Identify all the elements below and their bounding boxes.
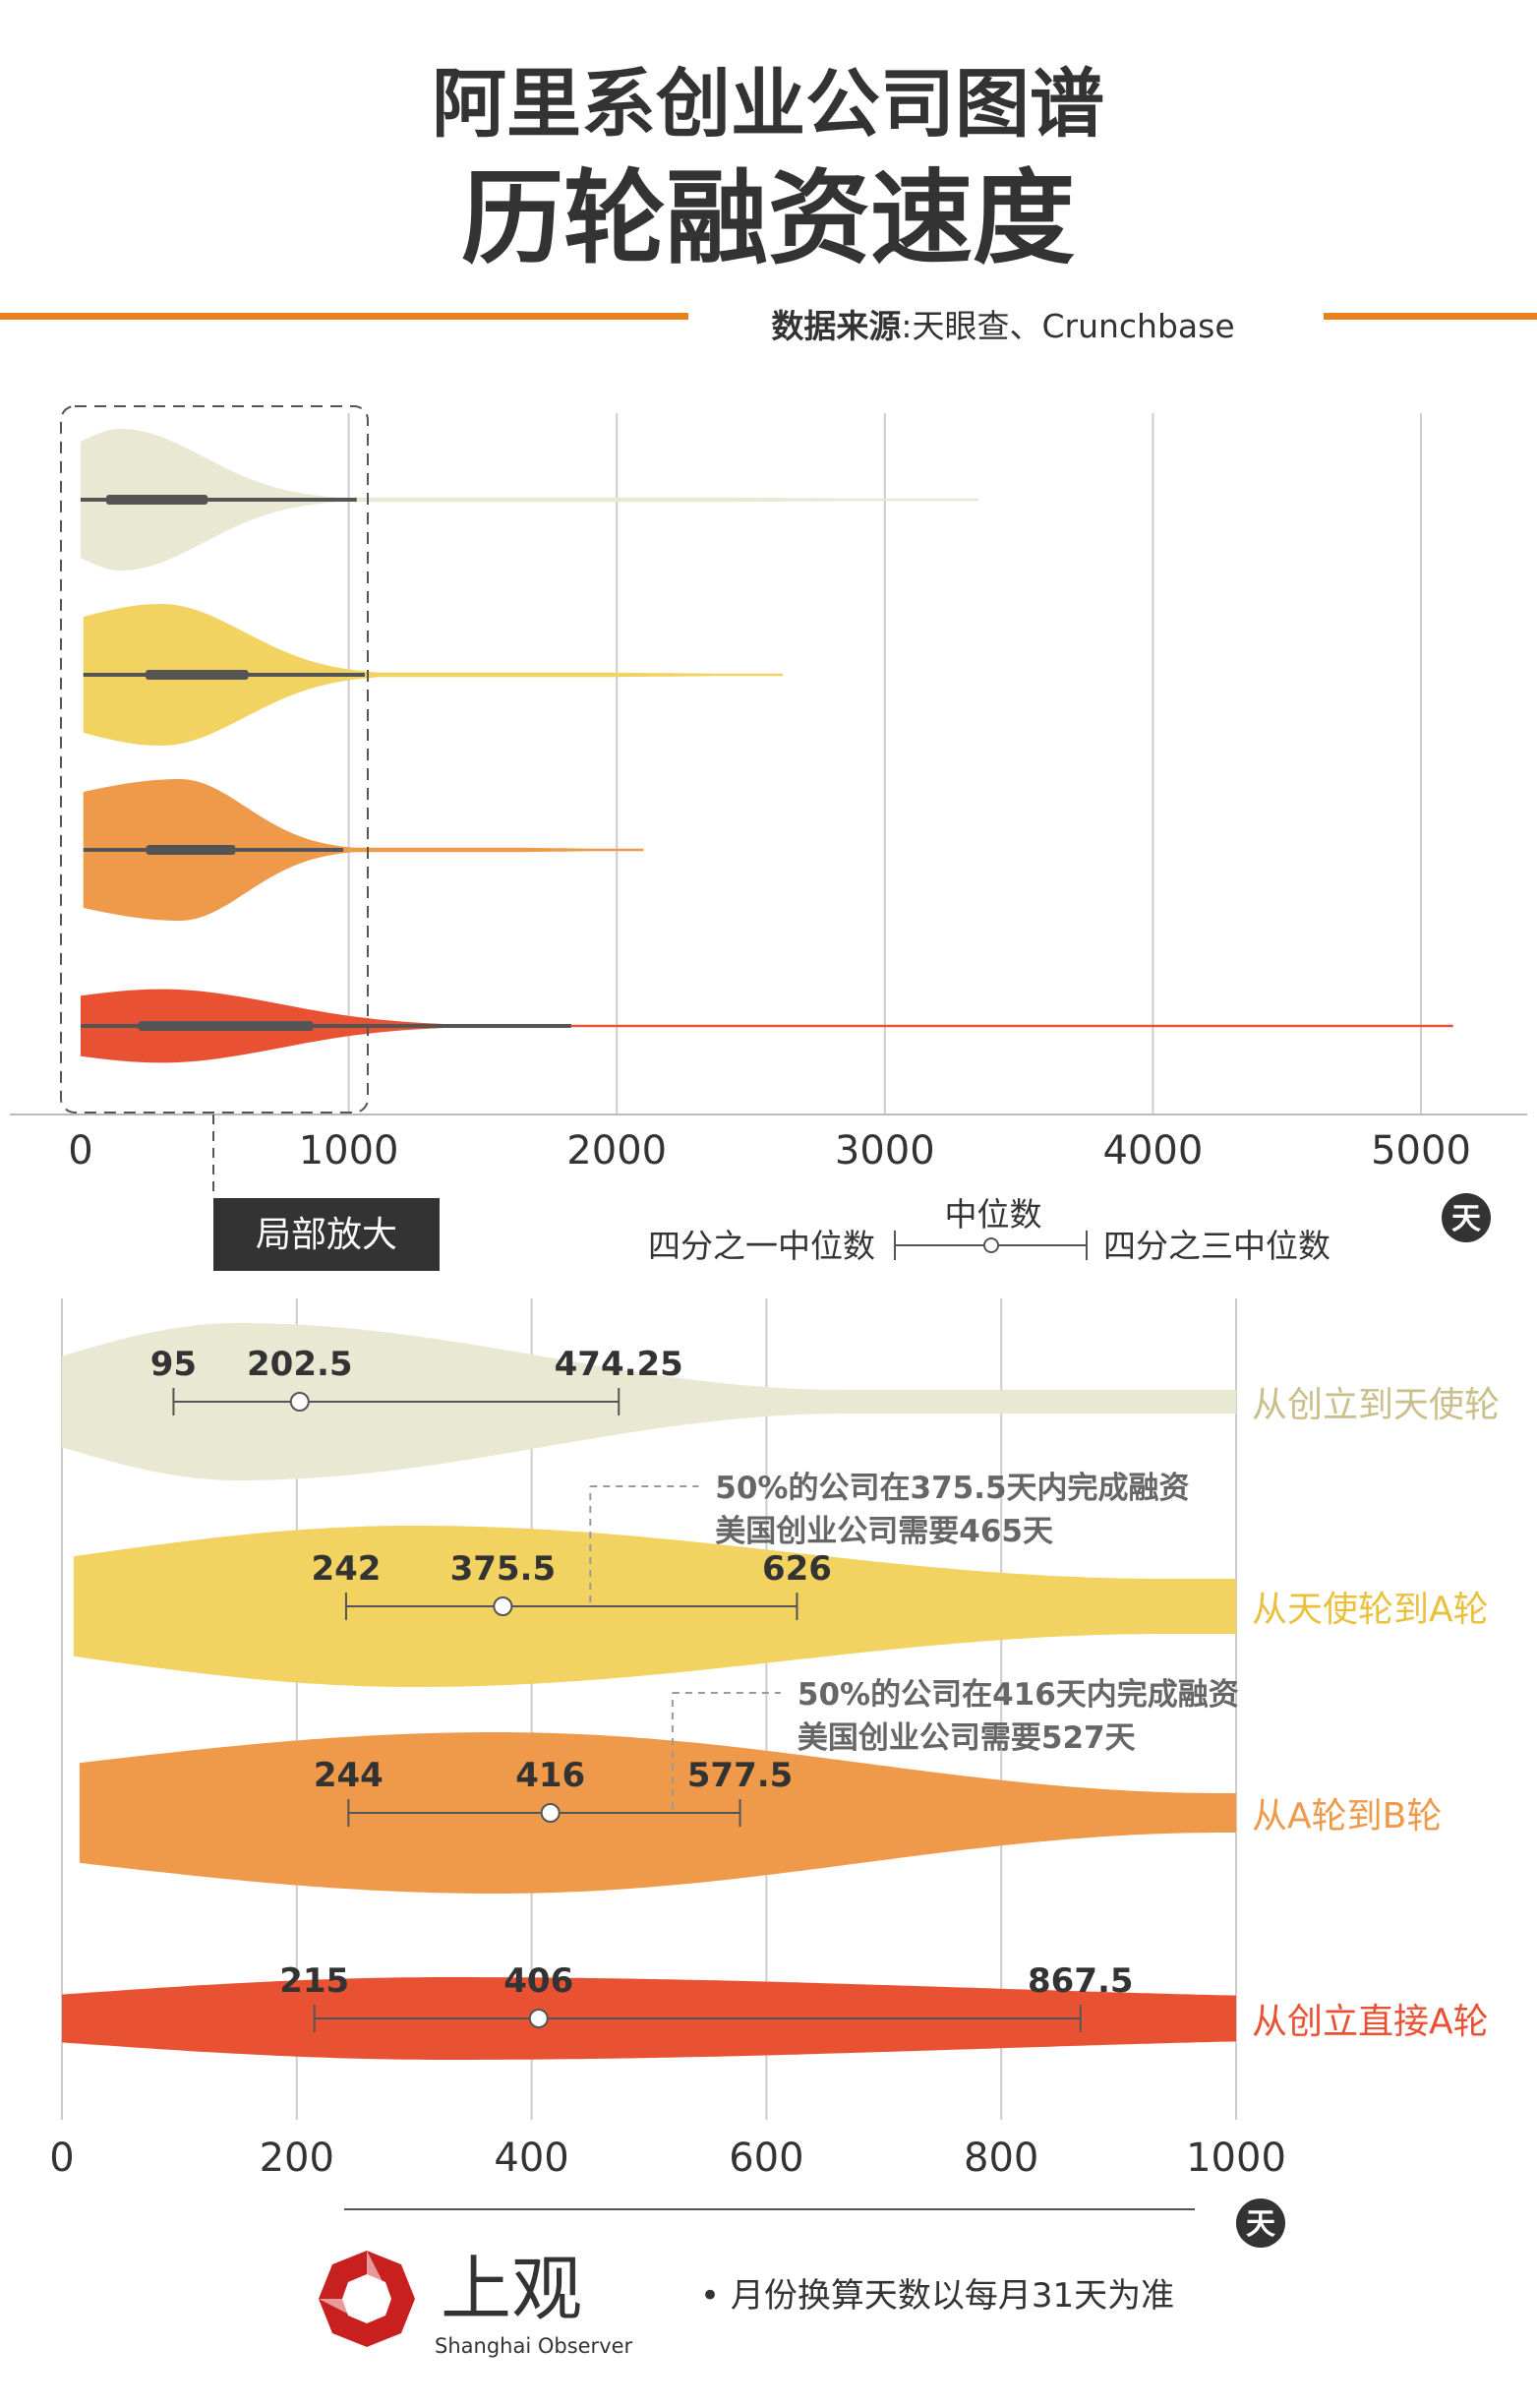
- bottom-median-dot-series-1: [289, 1392, 310, 1412]
- bottom-median-dot-series-2: [493, 1596, 513, 1616]
- bottom-unit-badge: [1236, 2198, 1285, 2248]
- top-tick-1000: 1000: [299, 1128, 399, 1174]
- top-grid: [347, 413, 1422, 1114]
- bottom-median-dot-series-3: [540, 1803, 561, 1823]
- logo-mark-icon: [319, 2251, 415, 2347]
- bottom-tick-0: 0: [49, 2136, 74, 2181]
- top-violin-series-4: [81, 989, 1453, 1063]
- annotation-line2-1: 美国创业公司需要465天: [715, 1514, 1053, 1549]
- bottom-tick-600: 600: [729, 2136, 803, 2181]
- bottom-q1-label-series-2: 242: [311, 1549, 381, 1589]
- top-violins: [81, 429, 1453, 1063]
- source-colon: :: [901, 307, 912, 345]
- annotation-line2-2: 美国创业公司需要527天: [798, 1720, 1136, 1756]
- footer-note: • 月份换算天数以每月31天为准: [700, 2276, 1174, 2316]
- bottom-q3-label-series-4: 867.5: [1028, 1961, 1134, 2001]
- bottom-tick-400: 400: [494, 2136, 568, 2181]
- bottom-tick-1000: 1000: [1186, 2136, 1286, 2181]
- header-rule-right: [1324, 313, 1537, 320]
- bottom-q1-label-series-1: 95: [150, 1345, 197, 1384]
- bottom-violins: 95 202.5 474.25 从创立到天使轮 242 375.5 626 从天使轮到A轮 24…: [62, 1323, 1500, 2060]
- series-label-series-3: 从A轮到B轮: [1252, 1796, 1442, 1836]
- title-line-1: 阿里系创业公司图谱: [432, 60, 1104, 148]
- top-tick-5000: 5000: [1371, 1128, 1471, 1174]
- annotation-line1-2: 50%的公司在416天内完成融资: [798, 1677, 1239, 1713]
- bottom-median-label-series-1: 202.5: [247, 1345, 353, 1384]
- series-label-series-1: 从创立到天使轮: [1252, 1385, 1500, 1425]
- bottom-q3-label-series-3: 577.5: [687, 1756, 794, 1795]
- bottom-median-dot-series-4: [528, 2009, 549, 2028]
- top-violin-series-1: [81, 429, 979, 571]
- top-violin-series-2: [83, 604, 784, 746]
- annotation-line1-1: 50%的公司在375.5天内完成融资: [715, 1471, 1189, 1506]
- top-tick-0: 0: [68, 1128, 92, 1174]
- top-violin-series-3: [83, 779, 644, 921]
- top-iqr-box-series-4: [138, 1021, 314, 1031]
- legend-q1-label: 四分之一中位数: [648, 1227, 875, 1265]
- bottom-q1-label-series-3: 244: [314, 1756, 384, 1795]
- top-iqr-box-series-2: [145, 670, 249, 680]
- source-line: 数据来源:天眼查、Crunchbase: [771, 307, 1234, 345]
- top-unit-badge: [1442, 1193, 1491, 1242]
- bottom-violin-series-1: [62, 1323, 1236, 1480]
- zoom-label: 局部放大: [256, 1215, 397, 1255]
- series-label-series-2: 从天使轮到A轮: [1252, 1590, 1489, 1630]
- bottom-q3-label-series-2: 626: [762, 1549, 832, 1589]
- legend-median-label: 中位数: [945, 1195, 1042, 1234]
- top-iqr-box-series-1: [105, 495, 208, 505]
- zoom-label-box: [213, 1198, 440, 1271]
- bottom-tick-labels: 0 200 400 600 800 1000: [49, 2136, 1286, 2181]
- bottom-unit-label: 天: [1246, 2207, 1275, 2242]
- top-tick-labels: 0 1000 2000 3000 4000 5000: [68, 1128, 1471, 1174]
- bottom-tick-200: 200: [260, 2136, 334, 2181]
- top-tick-4000: 4000: [1103, 1128, 1204, 1174]
- legend: 四分之一中位数 中位数 四分之三中位数: [648, 1195, 1330, 1265]
- top-tick-3000: 3000: [835, 1128, 935, 1174]
- top-chart: 0 1000 2000 3000 4000 5000 局部放大 天: [10, 405, 1527, 1271]
- bottom-median-label-series-2: 375.5: [450, 1549, 557, 1589]
- top-unit-label: 天: [1451, 1202, 1481, 1236]
- header-rule-left: [0, 313, 688, 320]
- logo-cn: 上观: [441, 2248, 582, 2330]
- bottom-q1-label-series-4: 215: [279, 1961, 349, 2001]
- bottom-chart: 95 202.5 474.25 从创立到天使轮 242 375.5 626 从天使轮到A轮 24…: [49, 1298, 1500, 2248]
- logo-en: Shanghai Observer: [435, 2334, 633, 2358]
- zoom-region-box: [60, 405, 369, 1114]
- bottom-tick-800: 800: [964, 2136, 1038, 2181]
- title-line-2: 历轮融资速度: [461, 158, 1075, 278]
- source-value: 天眼查、Crunchbase: [912, 307, 1234, 345]
- bottom-q3-label-series-1: 474.25: [555, 1345, 683, 1384]
- top-tick-2000: 2000: [566, 1128, 667, 1174]
- footer: 上观 Shanghai Observer • 月份换算天数以每月31天为准: [319, 2248, 1174, 2358]
- series-label-series-4: 从创立直接A轮: [1252, 2002, 1489, 2042]
- bottom-median-label-series-3: 416: [515, 1756, 585, 1795]
- legend-q3-label: 四分之三中位数: [1103, 1227, 1330, 1265]
- legend-median-dot: [983, 1237, 999, 1253]
- bottom-median-label-series-4: 406: [503, 1961, 573, 2001]
- source-label: 数据来源: [771, 307, 901, 345]
- top-iqr-box-series-3: [146, 845, 236, 855]
